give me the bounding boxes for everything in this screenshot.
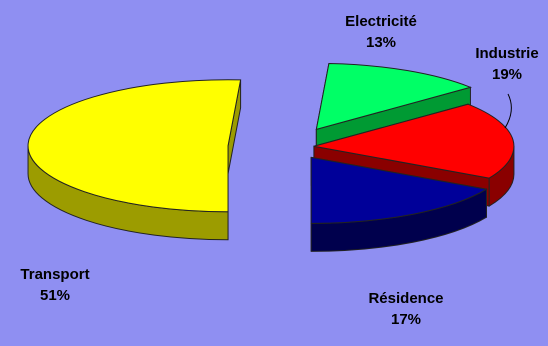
slice-residence (310, 156, 488, 224)
value-label-residence: 17% (391, 311, 421, 328)
slice-electricite (315, 62, 473, 131)
label-transport: Transport (20, 266, 89, 283)
label-electricite: Electricité (345, 13, 417, 30)
value-label-transport: 51% (40, 287, 70, 304)
label-residence: Résidence (368, 290, 443, 307)
slice-industrie (313, 103, 515, 179)
leader-line-industrie (504, 93, 512, 129)
slice-transport (27, 79, 242, 213)
value-label-industrie: 19% (492, 66, 522, 83)
label-industrie: Industrie (475, 45, 538, 62)
value-label-electricite: 13% (366, 34, 396, 51)
